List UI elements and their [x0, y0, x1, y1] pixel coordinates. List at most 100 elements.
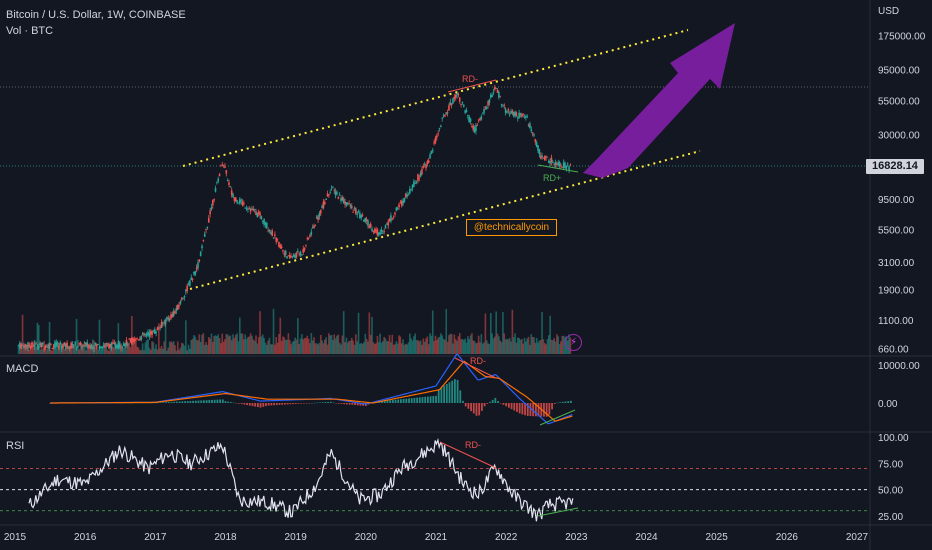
- macd-histogram-bar: [335, 403, 338, 404]
- candle-body: [143, 333, 145, 336]
- candle-body: [471, 126, 473, 127]
- volume-bar: [85, 350, 87, 354]
- volume-bar: [297, 318, 299, 354]
- volume-bar: [104, 343, 106, 354]
- macd-histogram-bar: [254, 403, 257, 407]
- candle-body: [534, 139, 537, 143]
- macd-histogram-bar: [443, 385, 445, 403]
- price-tick-label: 30000.00: [878, 130, 920, 141]
- volume-bar: [407, 342, 410, 354]
- volume-bar: [172, 341, 175, 354]
- price-tick-label: 3100.00: [878, 258, 915, 269]
- candle-body: [564, 162, 566, 168]
- volume-bar: [83, 345, 86, 354]
- macd-histogram-bar: [219, 399, 222, 403]
- macd-histogram-bar: [324, 402, 327, 403]
- volume-bar: [67, 346, 70, 354]
- macd-histogram-bar: [246, 403, 248, 406]
- macd-histogram-bar: [308, 403, 311, 404]
- volume-bar: [260, 336, 263, 354]
- volume-bar: [489, 312, 492, 354]
- candle-body: [295, 252, 298, 258]
- candle-body: [73, 346, 75, 348]
- volume-bar: [284, 339, 287, 354]
- candle-body: [557, 162, 560, 166]
- volume-bar: [468, 339, 470, 354]
- macd-histogram-bar: [470, 403, 472, 412]
- candle-body: [131, 337, 133, 345]
- candle-body: [118, 343, 121, 348]
- volume-bar: [503, 333, 506, 354]
- macd-histogram-bar: [248, 403, 251, 406]
- volume-bar: [206, 344, 209, 354]
- volume-bar: [236, 333, 238, 354]
- candle-body: [402, 200, 404, 204]
- macd-histogram-bar: [281, 403, 284, 405]
- macd-histogram-bar: [397, 399, 400, 403]
- volume-bar: [538, 340, 541, 354]
- candle-body: [116, 345, 118, 349]
- candle-body: [375, 229, 377, 231]
- volume-bar: [229, 335, 232, 354]
- volume-bar: [452, 343, 454, 354]
- candle-body: [17, 344, 20, 346]
- volume-bar: [212, 342, 214, 354]
- candle-body: [190, 277, 193, 281]
- candle-body: [387, 221, 390, 226]
- candle-body: [67, 347, 70, 349]
- volume-bar: [431, 310, 434, 354]
- candle-body: [212, 199, 214, 206]
- volume-bar: [78, 349, 81, 354]
- candle-body: [37, 346, 40, 349]
- volume-bar: [564, 337, 566, 354]
- volume-bar: [31, 345, 33, 354]
- candle-body: [391, 219, 394, 220]
- candle-body: [98, 347, 101, 349]
- volume-bar: [483, 342, 485, 354]
- candle-body: [56, 342, 59, 344]
- candle-body: [121, 346, 124, 348]
- macd-histogram-bar: [337, 403, 340, 404]
- candle-body: [338, 194, 341, 196]
- macd-histogram-bar: [329, 401, 332, 403]
- candle-body: [380, 229, 383, 232]
- candle-body: [35, 343, 37, 345]
- volume-bar: [302, 339, 305, 354]
- volume-bar: [398, 335, 400, 354]
- macd-histogram-bar: [537, 403, 540, 417]
- volume-bar: [117, 323, 120, 354]
- candle-body: [85, 342, 87, 347]
- candle-body: [367, 220, 369, 226]
- macd-histogram-bar: [159, 402, 162, 403]
- macd-histogram-bar: [386, 400, 389, 403]
- volume-bar: [186, 350, 188, 354]
- candle-body: [480, 116, 483, 120]
- bolt-icon[interactable]: ⚡: [565, 334, 582, 351]
- volume-bar: [341, 335, 344, 354]
- candle-body: [499, 96, 502, 98]
- candle-body: [561, 166, 564, 168]
- volume-bar: [534, 342, 537, 354]
- candle-body: [549, 161, 551, 164]
- volume-bar: [278, 334, 280, 354]
- candle-body: [175, 307, 178, 311]
- volume-bar: [248, 336, 251, 354]
- macd-histogram-bar: [267, 403, 270, 406]
- volume-bar: [458, 333, 461, 354]
- macd-histogram-bar: [227, 401, 230, 403]
- macd-histogram-bar: [570, 400, 572, 403]
- candle-body: [321, 205, 323, 208]
- candle-body: [481, 113, 484, 115]
- candle-body: [186, 285, 188, 292]
- volume-bar: [185, 320, 187, 354]
- candle-body: [248, 208, 251, 209]
- macd-histogram-bar: [189, 400, 192, 403]
- candle-body: [351, 205, 353, 208]
- macd-rd-plus-line: [539, 409, 576, 426]
- volume-bar: [109, 345, 112, 354]
- candle-body: [89, 344, 91, 348]
- candle-body: [51, 348, 54, 350]
- candle-body: [110, 343, 113, 349]
- volume-bar: [168, 341, 171, 354]
- volume-bar: [63, 348, 66, 354]
